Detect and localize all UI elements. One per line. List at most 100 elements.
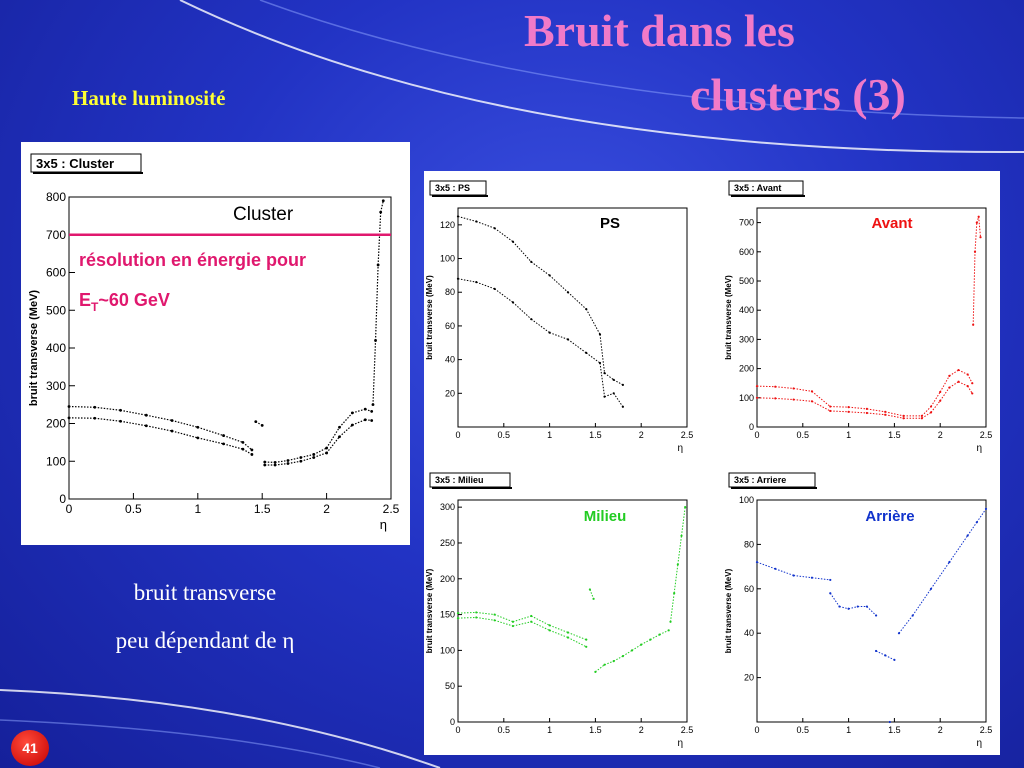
series-segment [670,593,675,622]
series-segment [839,606,849,610]
series-segment [146,414,173,422]
series-segment [300,456,314,462]
data-point [260,423,264,427]
y-tick-label: 300 [440,502,455,512]
series-segment [978,216,982,238]
chart-3: 3x5 : Milieu 0 50 100 150 200 250 300 0 0.5 1 1.5 2 2… [425,472,694,749]
series-segment [380,200,384,213]
x-tick-label: 2 [938,430,943,440]
series-segment [775,568,794,576]
series-segment [631,644,642,651]
series-0 [456,611,588,641]
x-tick-label: 2 [639,725,644,735]
annotation-line2: ET~60 GeV [79,290,170,314]
chart-1: 3x5 : PS 20 40 60 80 100 120 0 0.5 1 1.5 2 2.5 η bruit… [425,180,694,454]
series-segment [352,408,366,414]
x-tick-label: 2.5 [681,725,694,735]
series-segment [613,655,624,662]
chart-title: 3x5 : Avant [734,183,781,193]
series-2 [874,649,896,661]
series-segment [197,426,224,437]
series-segment [830,406,849,408]
series-segment [549,624,569,633]
x-axis-label: η [976,443,982,454]
data-point [888,720,891,724]
series-segment [171,419,198,428]
series-segment [599,362,606,397]
series-segment [530,318,550,334]
series-segment [599,334,606,374]
y-tick-label: 100 [440,645,455,655]
series-segment [476,281,495,290]
data-point [621,383,624,386]
series-segment [589,589,595,600]
data-point [374,339,377,342]
y-tick-label: 80 [445,287,455,297]
series-4 [263,418,374,467]
data-point [585,645,588,648]
series-segment [811,577,831,581]
chart-title-shadow [731,195,805,197]
x-tick-label: 1 [194,502,201,516]
series-segment [848,411,867,414]
data-point [829,405,832,408]
y-tick-label: 500 [739,276,754,286]
y-tick-label: 100 [739,495,754,505]
series-4 [888,720,891,724]
chart-title-shadow [432,487,512,489]
series-3 [897,507,988,635]
series-segment [171,430,198,439]
series-segment [921,406,932,417]
series-segment [585,352,601,364]
data-point [971,392,974,395]
y-tick-label: 200 [739,364,754,374]
series-segment [848,606,858,610]
y-tick-label: 60 [445,321,455,331]
series-segment [604,372,615,381]
y-tick-label: 80 [744,539,754,549]
series-segment [313,452,327,459]
series-segment [457,611,477,614]
series-segment [885,414,904,419]
series-segment [352,419,366,426]
annotation-cluster: Cluster [233,204,294,225]
series-segment [885,411,904,417]
x-axis-label: η [976,738,982,749]
series-segment [673,564,679,594]
series-segment [650,634,660,641]
series-segment [567,291,587,310]
slide-title-line2: clusters (3) [690,69,906,120]
plot-frame [457,207,688,428]
series-segment [811,400,831,412]
series-segment [457,616,477,619]
series-segment [756,397,776,399]
y-tick-label: 800 [46,190,66,204]
series-1 [755,380,974,420]
series-segment [866,408,886,413]
x-tick-label: 1 [547,430,552,440]
series-segment [659,629,669,636]
series-segment [866,606,877,616]
data-point [829,409,832,413]
x-tick-label: 2.5 [681,430,694,440]
data-point [585,638,588,641]
x-tick-label: 1.5 [254,502,271,516]
x-tick-label: 2 [639,430,644,440]
y-tick-label: 40 [445,355,455,365]
data-point [250,453,254,456]
series-segment [567,637,587,648]
x-tick-label: 1.5 [888,430,901,440]
x-tick-label: 0.5 [797,430,810,440]
x-axis-label: η [380,517,387,532]
series-segment [476,611,495,616]
series-segment [549,332,569,340]
data-point [592,597,595,600]
series-segment [830,410,849,413]
caption-line1: bruit transverse [133,580,277,605]
series-segment [885,654,895,661]
y-axis-label: bruit transverse (MeV) [425,275,434,360]
series-segment [494,614,514,623]
x-tick-label: 0.5 [498,430,511,440]
data-point [67,416,71,420]
cluster-chart-panel: 3x5 : Cluster 0 100 200 300 400 500 600 700 800 0 0… [21,142,410,545]
